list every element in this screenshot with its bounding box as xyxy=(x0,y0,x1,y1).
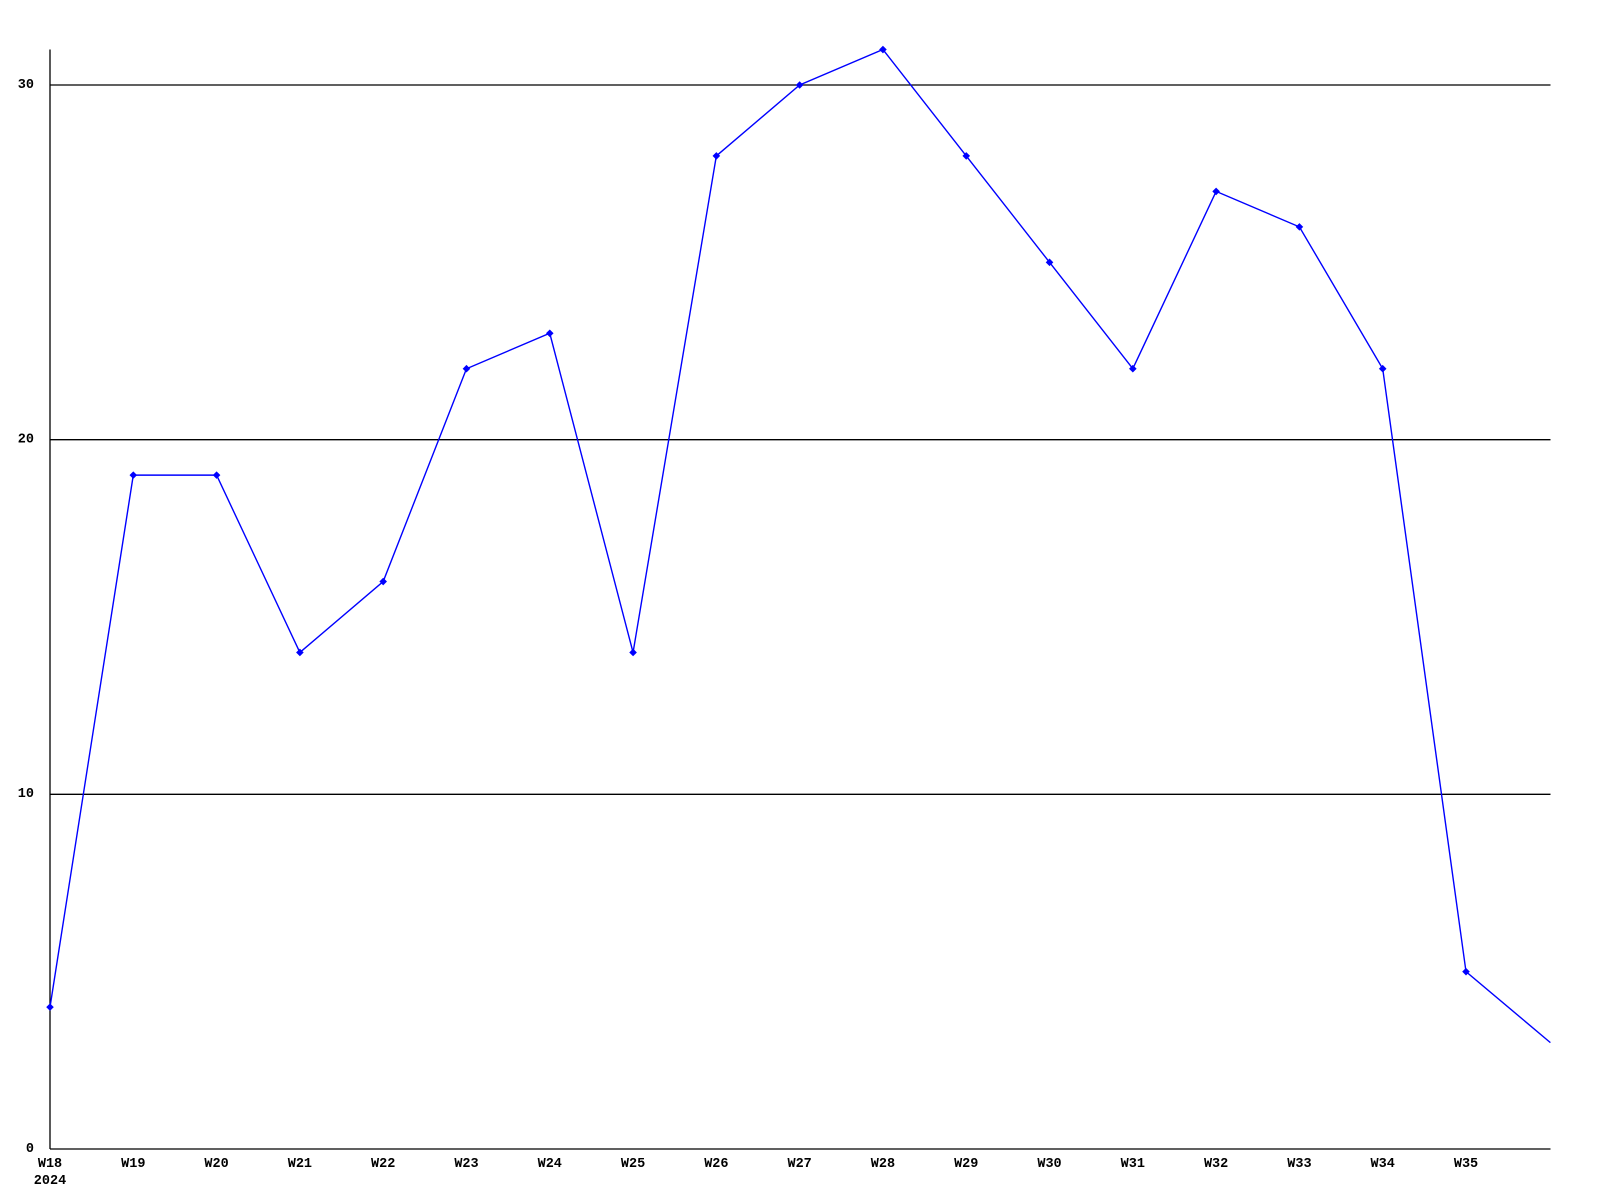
svg-text:W35: W35 xyxy=(1454,1157,1478,1172)
svg-text:0: 0 xyxy=(26,1142,34,1157)
svg-text:W28: W28 xyxy=(871,1157,895,1172)
svg-text:W26: W26 xyxy=(704,1157,728,1172)
svg-text:W34: W34 xyxy=(1371,1157,1395,1172)
svg-text:W23: W23 xyxy=(454,1157,478,1172)
svg-text:30: 30 xyxy=(18,78,34,93)
svg-text:W20: W20 xyxy=(204,1157,228,1172)
svg-text:W22: W22 xyxy=(371,1157,395,1172)
svg-text:W32: W32 xyxy=(1204,1157,1228,1172)
svg-text:W18: W18 xyxy=(38,1157,62,1172)
svg-text:W27: W27 xyxy=(787,1157,811,1172)
svg-text:W21: W21 xyxy=(288,1157,312,1172)
svg-text:W25: W25 xyxy=(621,1157,645,1172)
svg-text:W29: W29 xyxy=(954,1157,978,1172)
svg-text:20: 20 xyxy=(18,432,34,447)
svg-text:W19: W19 xyxy=(121,1157,145,1172)
svg-text:10: 10 xyxy=(18,787,34,802)
svg-text:W30: W30 xyxy=(1037,1157,1061,1172)
svg-text:W33: W33 xyxy=(1287,1157,1311,1172)
svg-text:W24: W24 xyxy=(538,1157,562,1172)
svg-text:W31: W31 xyxy=(1121,1157,1145,1172)
svg-text:2024: 2024 xyxy=(34,1174,66,1189)
